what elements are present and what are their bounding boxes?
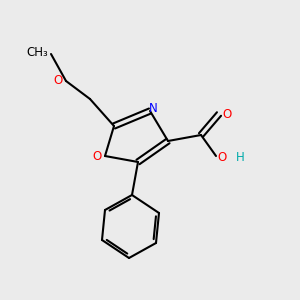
- Text: O: O: [218, 151, 227, 164]
- Text: N: N: [148, 101, 158, 115]
- Text: CH₃: CH₃: [26, 46, 48, 59]
- Text: O: O: [54, 74, 63, 88]
- Text: O: O: [93, 149, 102, 163]
- Text: H: H: [236, 151, 244, 164]
- Text: O: O: [222, 107, 231, 121]
